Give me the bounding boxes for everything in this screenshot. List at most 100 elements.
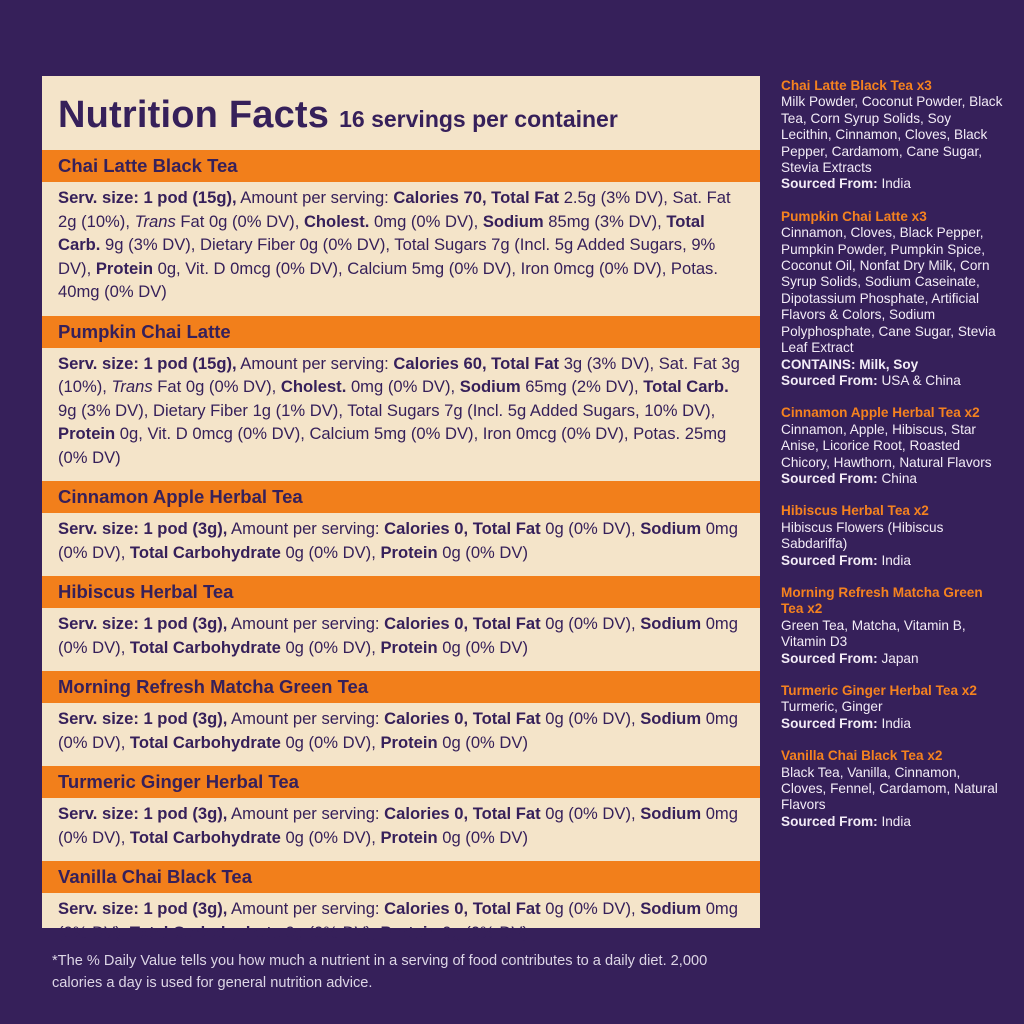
sourced-label: Sourced From:: [781, 372, 878, 388]
nutrient-text: Amount per serving:: [227, 899, 385, 918]
nutrient-text: 0g (0% DV),: [280, 542, 381, 562]
nutrient-text: Protein: [380, 732, 438, 752]
nutrient-text: 2.5g (3% DV), Sat. Fat 2g (10%),: [58, 188, 731, 231]
nutrient-text: 0g (0% DV),: [280, 637, 381, 657]
nutrient-text: Trans: [111, 377, 153, 396]
nutrient-text: Amount per serving:: [227, 614, 385, 633]
sourced-value: India: [881, 715, 911, 731]
product-body: Serv. size: 1 pod (3g), Amount per servi…: [42, 798, 760, 849]
product-body: Serv. size: 1 pod (15g), Amount per serv…: [42, 182, 760, 304]
sourced-label: Sourced From:: [781, 552, 878, 568]
product-header: Morning Refresh Matcha Green Tea: [42, 671, 760, 703]
nutrient-text: 0g (0% DV): [437, 922, 528, 942]
product-body: Serv. size: 1 pod (3g), Amount per servi…: [42, 513, 760, 564]
product-header: Cinnamon Apple Herbal Tea: [42, 481, 760, 513]
sourced-value: India: [881, 813, 911, 829]
product-body: Serv. size: 1 pod (3g), Amount per servi…: [42, 893, 760, 944]
product-header: Vanilla Chai Black Tea: [42, 861, 760, 893]
ingredients-column: Chai Latte Black Tea x3 Milk Powder, Coco…: [781, 78, 1003, 846]
nutrient-text: Total Carb.: [58, 211, 705, 255]
nutrient-text: 0g (0% DV),: [540, 709, 641, 728]
products: Chai Latte Black Tea Serv. size: 1 pod (1…: [42, 150, 760, 944]
nutrient-text: Sodium: [459, 377, 521, 396]
nutrient-text: 0mg (0% DV),: [58, 519, 738, 562]
nutrient-text: Trans: [134, 211, 176, 231]
ingredient-title: Morning Refresh Matcha Green Tea x2: [781, 584, 983, 617]
nutrient-text: 0g (0% DV),: [540, 899, 641, 918]
nutrient-text: Total Carbohydrate: [129, 732, 281, 752]
nutrient-text: 65mg (2% DV),: [520, 377, 644, 396]
title: Nutrition Facts: [58, 94, 330, 136]
ingredient-item: Morning Refresh Matcha Green Tea x2 Green…: [781, 585, 1003, 667]
sourced-label: Sourced From:: [781, 715, 878, 731]
nutrient-text: 0mg (0% DV),: [58, 804, 738, 847]
nutrient-text: Sodium: [640, 709, 702, 728]
nutrient-text: 0g (0% DV): [437, 637, 528, 657]
sourced-label: Sourced From:: [781, 813, 878, 829]
nutrient-text: Serv. size: 1 pod (3g),: [58, 804, 228, 823]
nutrient-text: Protein: [380, 922, 438, 942]
ingredient-item: Chai Latte Black Tea x3 Milk Powder, Coco…: [781, 78, 1003, 193]
nutrient-text: Serv. size: 1 pod (3g),: [58, 614, 228, 633]
sourced: Sourced From: India: [781, 814, 1003, 830]
nutrient-text: 0g (0% DV),: [280, 922, 381, 942]
nutrient-text: Total Carb.: [643, 377, 729, 396]
ingredient-title: Pumpkin Chai Latte x3: [781, 208, 927, 224]
nutrient-text: Cholest.: [303, 211, 370, 231]
ingredient-item: Hibiscus Herbal Tea x2 Hibiscus Flowers (…: [781, 503, 1003, 569]
nutrient-text: 0g (0% DV),: [540, 614, 641, 633]
sourced: Sourced From: India: [781, 716, 1003, 732]
nutrient-text: Protein: [380, 827, 438, 847]
nutrient-text: 0g (0% DV): [437, 542, 528, 562]
footnote: *The % Daily Value tells you how much a …: [52, 953, 708, 991]
nutrient-text: Amount per serving:: [236, 188, 394, 207]
nutrient-text: 3g (3% DV), Sat. Fat 3g (10%),: [58, 353, 740, 397]
nutrient-text: Calories 70, Total Fat: [393, 188, 560, 207]
nutrient-text: Serv. size: 1 pod (3g),: [58, 709, 228, 728]
nutrient-text: Calories 0, Total Fat: [384, 899, 541, 918]
nutrient-text: 9g (3% DV), Dietary Fiber 0g (0% DV), To…: [58, 235, 716, 278]
product-body: Serv. size: 1 pod (15g), Amount per serv…: [42, 348, 760, 470]
nutrient-text: Calories 0, Total Fat: [384, 519, 541, 538]
nutrient-text: Total Carbohydrate: [129, 922, 281, 942]
ingredient-title: Cinnamon Apple Herbal Tea x2: [781, 405, 980, 421]
nutrient-text: Sodium: [640, 614, 702, 633]
nutrient-text: Calories 0, Total Fat: [384, 804, 541, 823]
nutrient-text: Serv. size: 1 pod (3g),: [58, 899, 228, 918]
nutrition-panel: Nutrition Facts 16 servings per container…: [42, 76, 760, 942]
ingredient-list: Cinnamon, Apple, Hibiscus, Star Anise, L…: [781, 421, 992, 470]
product-header: Turmeric Ginger Herbal Tea: [42, 766, 760, 798]
nutrient-text: 0mg (0% DV),: [346, 377, 460, 396]
nutrient-text: Calories 0, Total Fat: [384, 709, 541, 728]
nutrient-text: Sodium: [482, 211, 544, 231]
nutrient-text: Cholest.: [280, 377, 347, 396]
ingredient-item: Turmeric Ginger Herbal Tea x2 Turmeric, G…: [781, 683, 1003, 732]
sourced-label: Sourced From:: [781, 176, 878, 192]
nutrient-text: Total Carbohydrate: [129, 827, 281, 847]
nutrient-text: Amount per serving:: [227, 804, 385, 823]
nutrient-text: 0mg (0% DV),: [369, 211, 483, 231]
sourced: Sourced From: China: [781, 471, 1003, 487]
nutrient-text: 0g (0% DV),: [280, 732, 381, 752]
nutrient-text: Fat 0g (0% DV),: [175, 211, 304, 231]
ingredient-item: Cinnamon Apple Herbal Tea x2 Cinnamon, Ap…: [781, 405, 1003, 487]
ingredient-title: Turmeric Ginger Herbal Tea x2: [781, 683, 977, 698]
nutrient-text: Serv. size: 1 pod (15g),: [58, 188, 237, 207]
product-body: Serv. size: 1 pod (3g), Amount per servi…: [42, 703, 760, 754]
sourced: Sourced From: USA & China: [781, 373, 1003, 389]
nutrient-text: Fat 0g (0% DV),: [152, 377, 281, 396]
ingredient-title: Hibiscus Herbal Tea x2: [781, 503, 929, 519]
nutrient-text: 9g (3% DV), Dietary Fiber 1g (1% DV), To…: [58, 400, 716, 420]
nutrient-text: 0mg (0% DV),: [58, 614, 738, 657]
sourced: Sourced From: India: [781, 553, 1003, 569]
nutrient-text: Serv. size: 1 pod (3g),: [58, 519, 228, 538]
nutrient-text: Protein: [58, 424, 116, 443]
ingredient-list: Turmeric, Ginger: [781, 699, 883, 715]
ingredient-list: Milk Powder, Coconut Powder, Black Tea, …: [781, 94, 1003, 176]
nutrient-text: Serv. size: 1 pod (15g),: [58, 353, 237, 373]
ingredient-title: Chai Latte Black Tea x3: [781, 78, 932, 93]
nutrient-text: Amount per serving:: [227, 519, 385, 538]
servings: 16 servings per container: [339, 106, 618, 132]
nutrient-text: Calories 60, Total Fat: [393, 353, 560, 373]
